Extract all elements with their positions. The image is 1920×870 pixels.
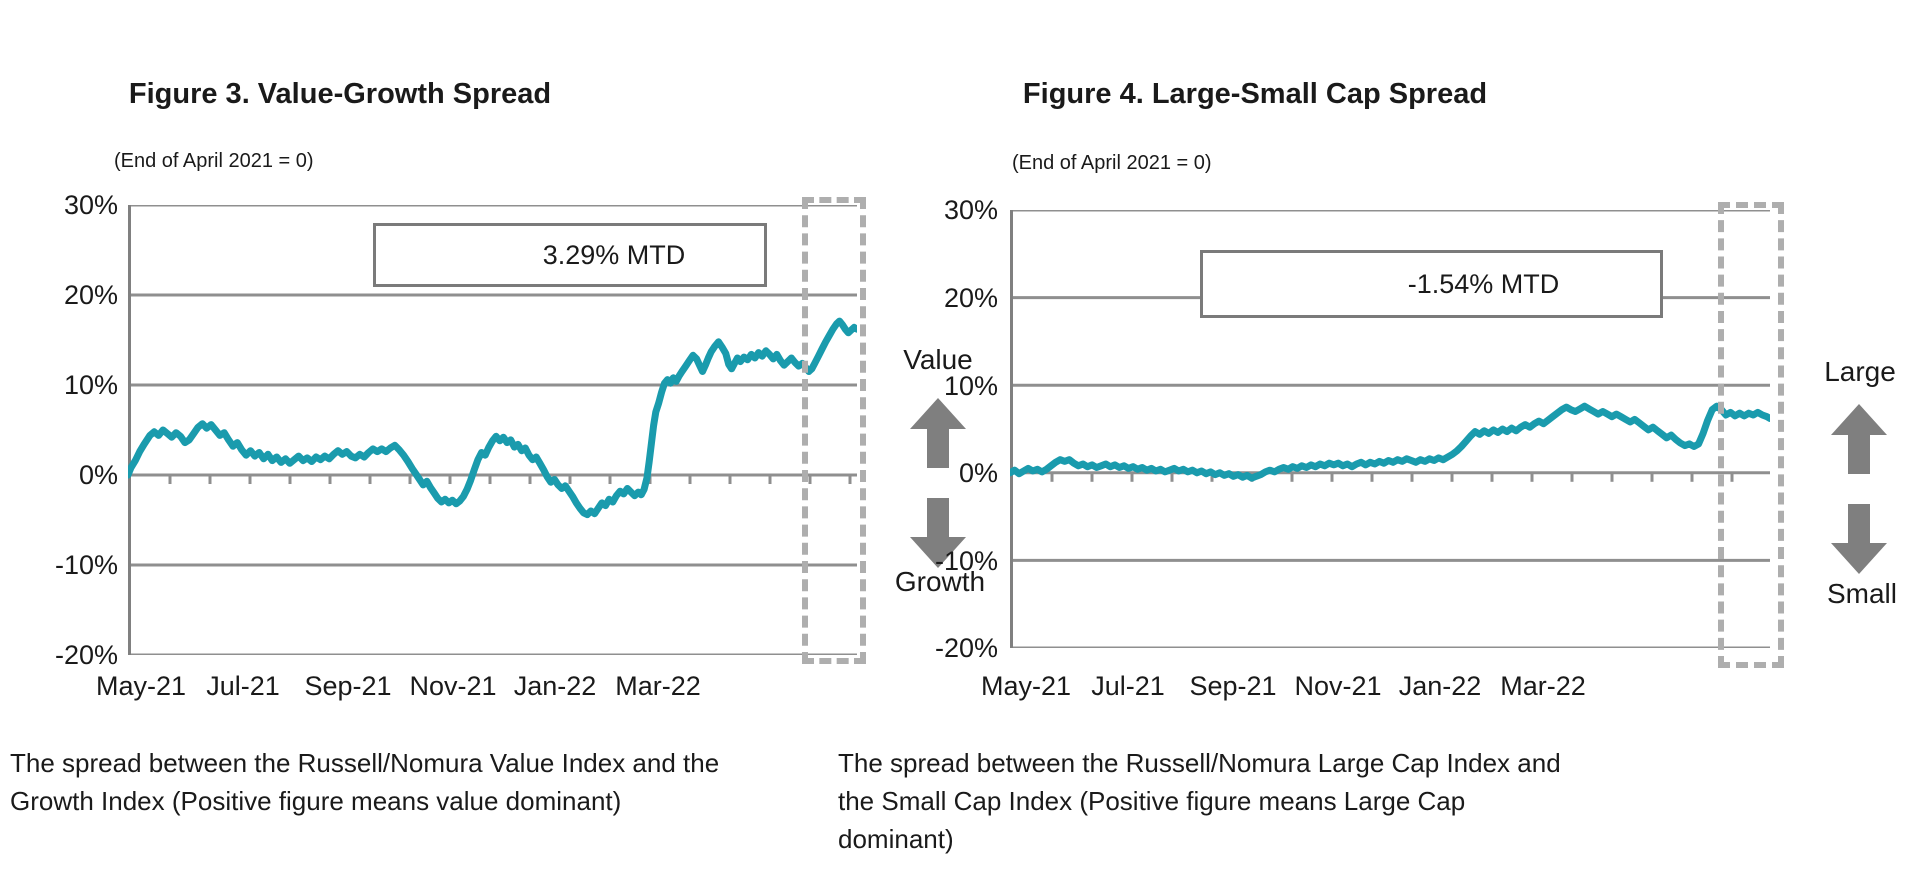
figure3-xtick-nov21: Nov-21 <box>409 671 497 701</box>
figure3-plot-area <box>128 205 857 655</box>
figure4-lower-direction-label: Small <box>1826 578 1897 609</box>
figure3-ytick-m10: -10% <box>54 550 118 580</box>
figure4-xtick-nov21: Nov-21 <box>1294 671 1382 701</box>
figure3-ytick-20: 20% <box>63 280 118 310</box>
figure4-ytick-10: 10% <box>943 371 998 401</box>
figure3-xtick-sep21: Sep-21 <box>304 671 392 701</box>
figure4-ytick-0: 0% <box>958 458 998 488</box>
figure3-ytick-10: 10% <box>63 370 118 400</box>
figure4-xtick-sep21: Sep-21 <box>1189 671 1277 701</box>
figure3-subtitle: (End of April 2021 = 0) <box>114 150 314 172</box>
figure4-caption: The spread between the Russell/Nomura La… <box>838 748 1561 854</box>
up-arrow-icon <box>910 398 966 468</box>
figure3-ytick-0: 0% <box>78 460 118 490</box>
figure3-upper-direction-label: Value <box>903 344 973 375</box>
figure4-subtitle: (End of April 2021 = 0) <box>1012 152 1212 174</box>
figure4-xtick-jan22: Jan-22 <box>1398 671 1482 701</box>
figure3-xtick-may21: May-21 <box>95 671 187 701</box>
figure3-ytick-30: 30% <box>63 190 118 220</box>
figure4-ytick-m20: -20% <box>934 633 998 663</box>
figure4-xtick-may21: May-21 <box>980 671 1072 701</box>
figure4-mtd-callout: -1.54% MTD <box>1200 250 1663 318</box>
figure4-current-month-highlight-box <box>1718 202 1784 668</box>
figure4-xtick-jul21: Jul-21 <box>1091 671 1165 701</box>
figure3-xtick-mar22: Mar-22 <box>615 671 701 701</box>
figure3-xtick-jan22: Jan-22 <box>513 671 597 701</box>
down-arrow-icon <box>910 498 966 568</box>
figure4-upper-direction-label: Large <box>1824 356 1896 387</box>
figure4-title: Figure 4. Large-Small Cap Spread <box>1022 78 1488 110</box>
figure4-ytick-30: 30% <box>943 195 998 225</box>
figure3-xtick-jul21: Jul-21 <box>206 671 280 701</box>
figure3-lower-direction-label: Growth <box>894 566 986 597</box>
figure4-ytick-20: 20% <box>943 283 998 313</box>
figure3-caption: The spread between the Russell/Nomura Va… <box>10 748 720 816</box>
figure3-mtd-callout: 3.29% MTD <box>373 223 767 287</box>
up-arrow-icon <box>1831 404 1887 474</box>
figure3-title: Figure 3. Value-Growth Spread <box>128 78 552 110</box>
figure4-mtd-value: -1.54% MTD <box>1407 268 1560 299</box>
figure3-current-month-highlight-box <box>802 197 866 664</box>
figure3-ytick-m20: -20% <box>54 640 118 670</box>
figure4-xtick-mar22: Mar-22 <box>1500 671 1586 701</box>
figure4-ytick-m10: -10% <box>934 546 998 576</box>
figure3-mtd-value: 3.29% MTD <box>542 239 686 270</box>
down-arrow-icon <box>1831 504 1887 574</box>
